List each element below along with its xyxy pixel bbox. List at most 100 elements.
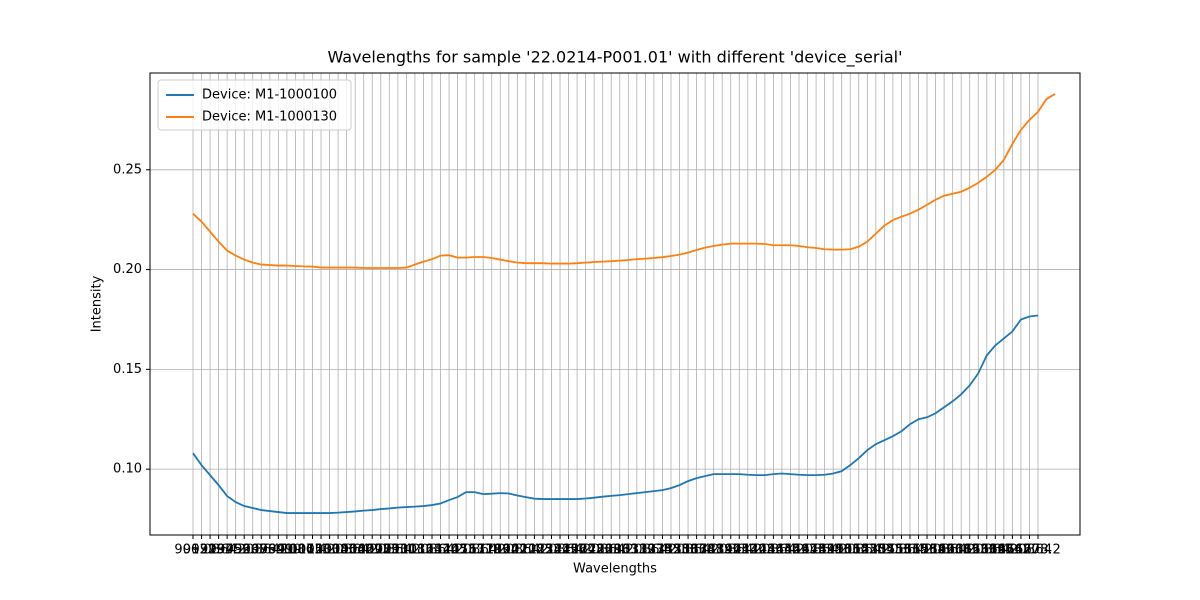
x-tick-label: 1522.2 <box>845 543 891 558</box>
x-tick-label: 1202.4 <box>495 543 541 558</box>
x-tick-label: 1506.6 <box>827 543 873 558</box>
x-tick-label: 1233.6 <box>529 543 575 558</box>
x-tick-label: 1592.4 <box>921 543 967 558</box>
x-tick-label: 1413.0 <box>725 543 771 558</box>
series-line <box>192 314 1039 514</box>
series-line <box>192 93 1056 269</box>
x-tick-label: 1428.6 <box>742 543 788 558</box>
y-tick-label: 0.10 <box>113 462 142 477</box>
x-tick-label: 1639.2 <box>973 543 1019 558</box>
x-tick-label: 1366.2 <box>674 543 720 558</box>
x-tick-label: 1311.6 <box>614 543 660 558</box>
x-tick-label: 976.2 <box>251 543 288 558</box>
x-tick-label: 1537.8 <box>862 543 908 558</box>
x-tick-label: 1662.6 <box>998 543 1044 558</box>
x-tick-label: 999.6 <box>277 543 314 558</box>
x-tick-label: 1374.0 <box>682 543 728 558</box>
y-axis-label: Intensity <box>90 275 105 332</box>
axes-frame <box>149 72 1081 536</box>
x-tick-label: 1475.4 <box>793 543 839 558</box>
x-tick-label: 921.6 <box>191 543 228 558</box>
chart-title: Wavelengths for sample '22.0214-P001.01'… <box>327 48 902 68</box>
x-tick-label: 1077.6 <box>358 543 404 558</box>
x-tick-label: 1569.0 <box>896 543 942 558</box>
x-tick-label: 1319.4 <box>623 543 669 558</box>
x-tick-label: 1553.4 <box>879 543 925 558</box>
x-tick-label: 945.0 <box>217 543 254 558</box>
x-tick-label: 1296.0 <box>597 543 643 558</box>
x-tick-label: 1272.6 <box>571 543 617 558</box>
x-tick-label: 1194.6 <box>486 543 532 558</box>
x-tick-label: 1514.4 <box>836 543 882 558</box>
y-tick-label: 0.20 <box>113 262 142 277</box>
x-tick-label: 1288.2 <box>588 543 634 558</box>
x-tick-label: 1335.0 <box>640 543 686 558</box>
x-tick-label: 1420.8 <box>734 543 780 558</box>
x-tick-label: 1467.6 <box>785 543 831 558</box>
x-tick-label: 1498.8 <box>819 543 865 558</box>
x-axis-label: Wavelengths <box>573 562 657 577</box>
x-tick-label: 1085.4 <box>367 543 413 558</box>
x-tick-label: 1124.4 <box>409 543 455 558</box>
x-tick-label: 1350.6 <box>657 543 703 558</box>
y-tick-label: 0.15 <box>113 362 142 377</box>
x-tick-label: 1249.2 <box>546 543 592 558</box>
x-tick-label: 1116.6 <box>401 543 447 558</box>
x-tick-label: 1046.4 <box>324 543 370 558</box>
x-tick-label: 1491.0 <box>810 543 856 558</box>
x-tick-label: 1436.4 <box>751 543 797 558</box>
x-tick-label: 1459.8 <box>776 543 822 558</box>
x-tick-label: 1210.2 <box>503 543 549 558</box>
x-tick-label: 1093.2 <box>375 543 421 558</box>
x-tick-label: 929.4 <box>200 543 237 558</box>
x-tick-label: 1171.2 <box>460 543 506 558</box>
x-tick-label: 1327.2 <box>631 543 677 558</box>
x-tick-label: 1358.4 <box>665 543 711 558</box>
x-tick-label: 1483.2 <box>802 543 848 558</box>
x-tick-label: 1069.8 <box>349 543 395 558</box>
legend-label: Device: M1-1000130 <box>202 110 337 125</box>
x-tick-label: 952.8 <box>226 543 263 558</box>
x-tick-label: 906.0 <box>174 543 211 558</box>
x-tick-label: 1218.0 <box>512 543 558 558</box>
x-tick-label: 1132.2 <box>418 543 464 558</box>
x-tick-label: 1163.4 <box>452 543 498 558</box>
x-tick-label: 1631.4 <box>964 543 1010 558</box>
grid: 906.0913.8921.6929.4937.2945.0952.8960.6… <box>113 73 1080 558</box>
plot <box>192 93 1056 514</box>
x-tick-label: 1381.8 <box>691 543 737 558</box>
x-tick-label: 1186.8 <box>478 543 524 558</box>
x-tick-label: 968.4 <box>243 543 280 558</box>
x-tick-label: 1397.4 <box>708 543 754 558</box>
x-tick-label: 1389.6 <box>699 543 745 558</box>
x-tick-label: 1140.0 <box>426 543 472 558</box>
x-tick-label: 1405.2 <box>717 543 763 558</box>
x-tick-label: 1670.4 <box>1007 543 1053 558</box>
x-tick-label: 1179.0 <box>469 543 515 558</box>
x-tick-label: 1615.8 <box>947 543 993 558</box>
x-tick-label: 1561.2 <box>887 543 933 558</box>
x-tick-label: 913.8 <box>183 543 220 558</box>
legend: Device: M1-1000100 Device: M1-1000130 <box>157 79 352 131</box>
x-tick-label: 1007.4 <box>281 543 327 558</box>
x-tick-label: 1654.8 <box>990 543 1036 558</box>
x-tick-label: 1015.2 <box>290 543 336 558</box>
x-tick-label: 1101.0 <box>384 543 430 558</box>
x-tick-label: 1030.8 <box>307 543 353 558</box>
x-tick-label: 1108.8 <box>392 543 438 558</box>
x-tick-label: 1054.2 <box>332 543 378 558</box>
x-tick-label: 1038.6 <box>315 543 361 558</box>
x-tick-label: 1023.0 <box>298 543 344 558</box>
x-tick-label: 991.8 <box>268 543 305 558</box>
x-tick-label: 1241.4 <box>537 543 583 558</box>
x-tick-label: 1530.0 <box>853 543 899 558</box>
y-tick-label: 0.25 <box>113 162 142 177</box>
x-tick-label: 937.2 <box>209 543 246 558</box>
x-tick-label: 1147.8 <box>435 543 481 558</box>
x-tick-label: 984.0 <box>260 543 297 558</box>
x-tick-label: 1257.0 <box>554 543 600 558</box>
x-tick-label: 960.6 <box>234 543 271 558</box>
x-tick-label: 1155.6 <box>443 543 489 558</box>
x-tick-label: 1264.8 <box>563 543 609 558</box>
